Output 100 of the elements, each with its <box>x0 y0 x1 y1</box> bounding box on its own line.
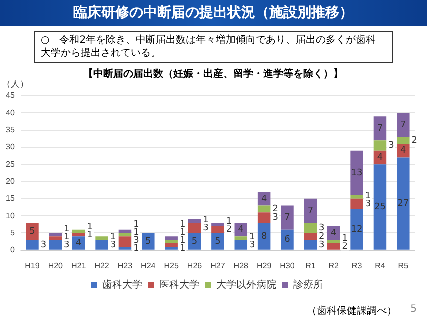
x-tick-label: H26 <box>187 261 203 270</box>
data-label: 3 <box>110 240 116 250</box>
bar <box>397 137 410 144</box>
data-label: 1 <box>180 236 186 246</box>
data-label: 3 <box>365 199 372 210</box>
bar <box>212 226 224 234</box>
data-label: 1 <box>180 228 186 238</box>
data-label: 1 <box>203 215 209 226</box>
bar <box>165 240 178 244</box>
x-tick-label: R1 <box>306 261 316 270</box>
data-label: 7 <box>377 124 384 134</box>
bar <box>350 209 364 250</box>
bar <box>165 246 178 250</box>
y-tick-label: 5 <box>10 228 16 238</box>
data-label: 1 <box>250 232 256 242</box>
bar <box>49 233 62 237</box>
bar <box>234 240 248 250</box>
data-label: 4 <box>330 228 337 239</box>
data-label: 4 <box>400 146 407 156</box>
bar <box>258 206 271 213</box>
bar <box>304 233 318 240</box>
data-label: 2 <box>319 232 325 242</box>
x-tick-label: H24 <box>141 261 156 270</box>
x-tick-label: H30 <box>280 261 296 270</box>
y-tick-label: 0 <box>10 246 16 255</box>
data-label: 3 <box>319 240 325 250</box>
x-tick-label: R3 <box>352 261 363 270</box>
bar <box>281 206 294 230</box>
y-tick-label: 20 <box>6 176 16 186</box>
bar <box>281 230 294 250</box>
bar <box>374 164 387 250</box>
text: 5 <box>410 304 417 315</box>
data-label: 25 <box>374 202 386 213</box>
bar <box>258 212 271 223</box>
x-tick-label: H23 <box>118 261 134 270</box>
data-label: 27 <box>398 199 410 210</box>
y-tick-label: 30 <box>6 142 16 152</box>
bar <box>188 233 202 250</box>
y-axis-title: （人） <box>2 78 29 90</box>
x-tick-label: H21 <box>72 261 87 270</box>
data-label: 1 <box>134 228 140 238</box>
bar <box>26 240 39 250</box>
data-label: 3 <box>40 240 47 250</box>
bar <box>397 144 410 158</box>
data-label: 3 <box>272 213 278 224</box>
data-label: 1 <box>87 222 93 232</box>
bar <box>96 236 108 240</box>
data-label: 1 <box>180 220 186 230</box>
data-label: 7 <box>284 213 290 224</box>
text: （歯科保健課調べ） <box>307 304 397 318</box>
bar <box>26 222 39 240</box>
data-label: 1 <box>134 244 140 254</box>
data-label: 3 <box>64 240 70 250</box>
bar <box>72 233 86 237</box>
bar <box>350 150 364 196</box>
x-tick-label: H27 <box>210 261 226 270</box>
data-label: 4 <box>238 225 244 236</box>
data-label: 7 <box>308 206 314 216</box>
bar <box>350 198 364 210</box>
data-label: 3 <box>319 223 325 234</box>
chart-subtitle: ○ 令和2年を除き、中断届出数は年々増加傾向であり、届出の多くが歯科大学から提出されている。 <box>34 31 393 63</box>
data-label: 8 <box>261 232 268 242</box>
legend-label: 歯科大学 <box>102 278 142 291</box>
data-label: 1 <box>110 232 116 242</box>
data-label: 1 <box>64 232 70 242</box>
data-label: 5 <box>215 236 221 247</box>
legend-label: 大学以外病院 <box>216 278 276 291</box>
data-label: 1 <box>64 224 70 234</box>
data-label: 12 <box>351 224 363 235</box>
legend-label: 診療所 <box>294 278 324 291</box>
data-label: 1 <box>365 191 372 202</box>
y-tick-label: 40 <box>6 108 16 118</box>
bar <box>374 116 387 141</box>
data-label: 4 <box>76 238 82 249</box>
bar <box>49 236 62 240</box>
bar <box>49 240 62 250</box>
bar <box>165 236 178 240</box>
bar <box>234 236 248 240</box>
data-label: 5 <box>192 236 198 247</box>
bar <box>96 240 108 250</box>
data-label: 6 <box>284 235 291 246</box>
bar <box>165 244 178 247</box>
bar <box>212 233 224 250</box>
data-label: 2 <box>412 136 418 146</box>
data-label: 4 <box>377 153 384 164</box>
bar <box>397 113 410 138</box>
bar <box>327 240 340 244</box>
bar <box>142 233 155 250</box>
y-tick-label: 15 <box>6 194 16 204</box>
data-label: 2 <box>342 242 348 252</box>
y-tick-label: 45 <box>6 91 16 100</box>
bar <box>374 140 387 151</box>
data-label: 1 <box>87 230 93 240</box>
data-label: 2 <box>272 204 278 215</box>
x-tick-label: R2 <box>328 261 340 270</box>
legend-label: 医科大学 <box>160 278 200 291</box>
bar <box>212 222 224 226</box>
bar <box>304 222 318 234</box>
bar <box>304 240 318 250</box>
bar <box>188 222 202 234</box>
